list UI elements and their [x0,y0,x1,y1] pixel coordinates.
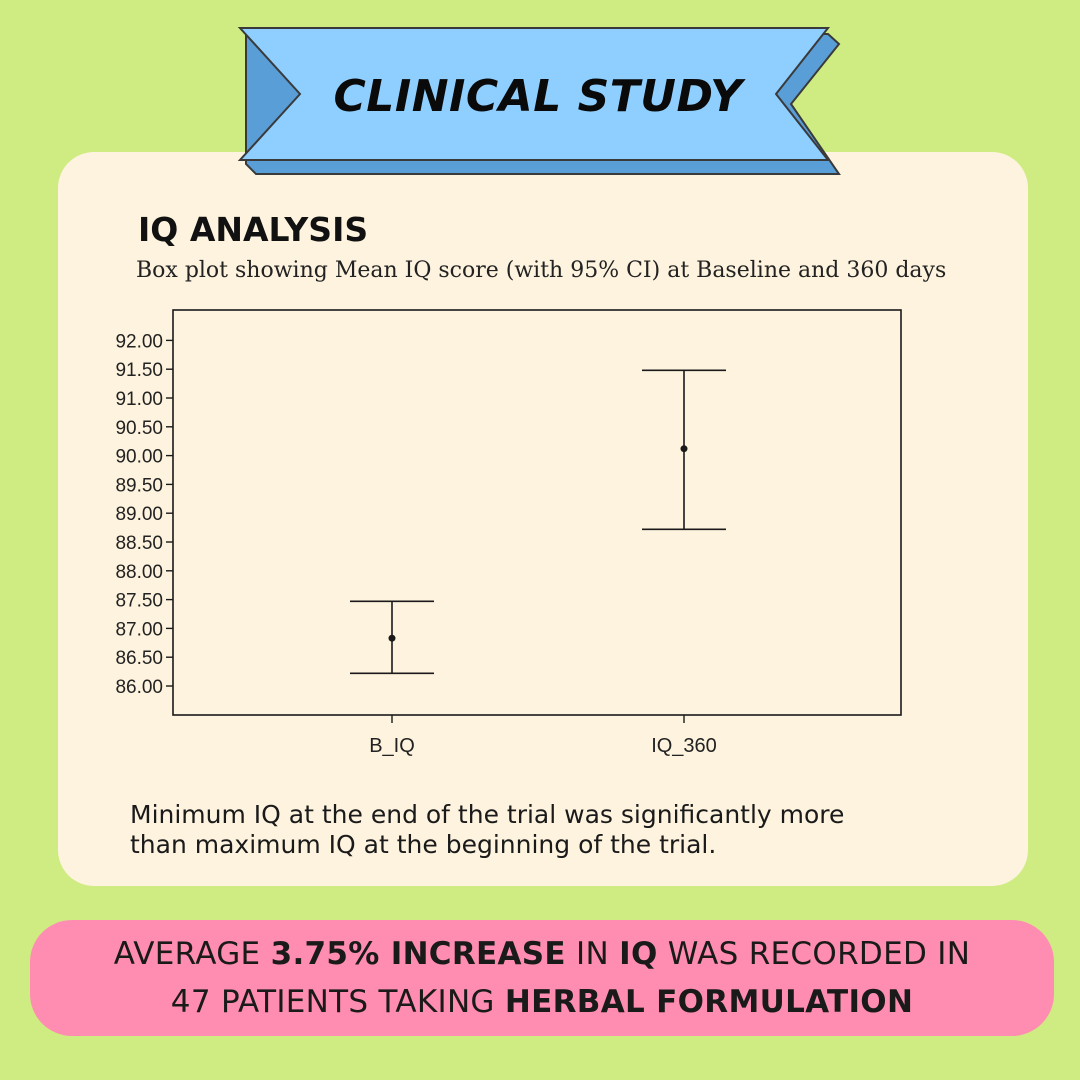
callout-emphasis-increase: 3.75% INCREASE [270,936,566,972]
y-tick-label: 91.50 [115,360,163,381]
y-tick-label: 87.50 [115,591,163,612]
y-tick-label: 90.00 [115,447,163,468]
error-bars [350,369,726,675]
y-tick-label: 86.50 [115,648,163,669]
chart-title: Box plot showing Mean IQ score (with 95%… [136,258,947,283]
y-tick-label: 88.00 [115,562,163,583]
callout-text: AVERAGE [113,936,271,972]
callout-emphasis-formulation: HERBAL FORMULATION [504,984,914,1020]
callout-text: 47 PATIENTS TAKING [170,984,505,1020]
y-tick-label: 89.00 [115,504,163,525]
banner-title: CLINICAL STUDY [333,70,743,122]
y-tick-label: 90.50 [115,418,163,439]
plot-frame [172,309,902,716]
callout-emphasis-iq: IQ [619,936,658,972]
callout-line-1: AVERAGE 3.75% INCREASE IN IQ WAS RECORDE… [114,930,970,978]
result-callout: AVERAGE 3.75% INCREASE IN IQ WAS RECORDE… [30,920,1054,1036]
mean-point [680,445,688,453]
y-tick-label: 91.00 [115,389,163,410]
x-tick-label: B_IQ [369,735,415,757]
callout-text: WAS RECORDED IN [657,936,971,972]
y-axis: 86.00 86.50 87.00 87.50 88.00 88.50 89.00 89.50… [115,331,173,698]
y-tick-label: 87.00 [115,619,163,640]
study-note-line-2: than maximum IQ at the beginning of the … [130,830,717,859]
y-tick-label: 86.00 [115,677,163,698]
callout-text: IN [565,936,620,972]
clinical-study-banner [237,27,841,175]
content-card [58,152,1028,886]
x-axis: B_IQ IQ_360 [369,715,717,757]
y-tick-label: 88.50 [115,533,163,554]
study-note-line-1: Minimum IQ at the end of the trial was s… [130,800,845,829]
callout-line-2: 47 PATIENTS TAKING HERBAL FORMULATION [171,978,913,1026]
section-title: IQ ANALYSIS [138,210,369,249]
study-note: Minimum IQ at the end of the trial was s… [130,800,970,860]
mean-point [388,634,396,642]
y-tick-label: 92.00 [115,331,163,352]
x-tick-label: IQ_360 [651,735,717,757]
y-tick-label: 89.50 [115,475,163,496]
